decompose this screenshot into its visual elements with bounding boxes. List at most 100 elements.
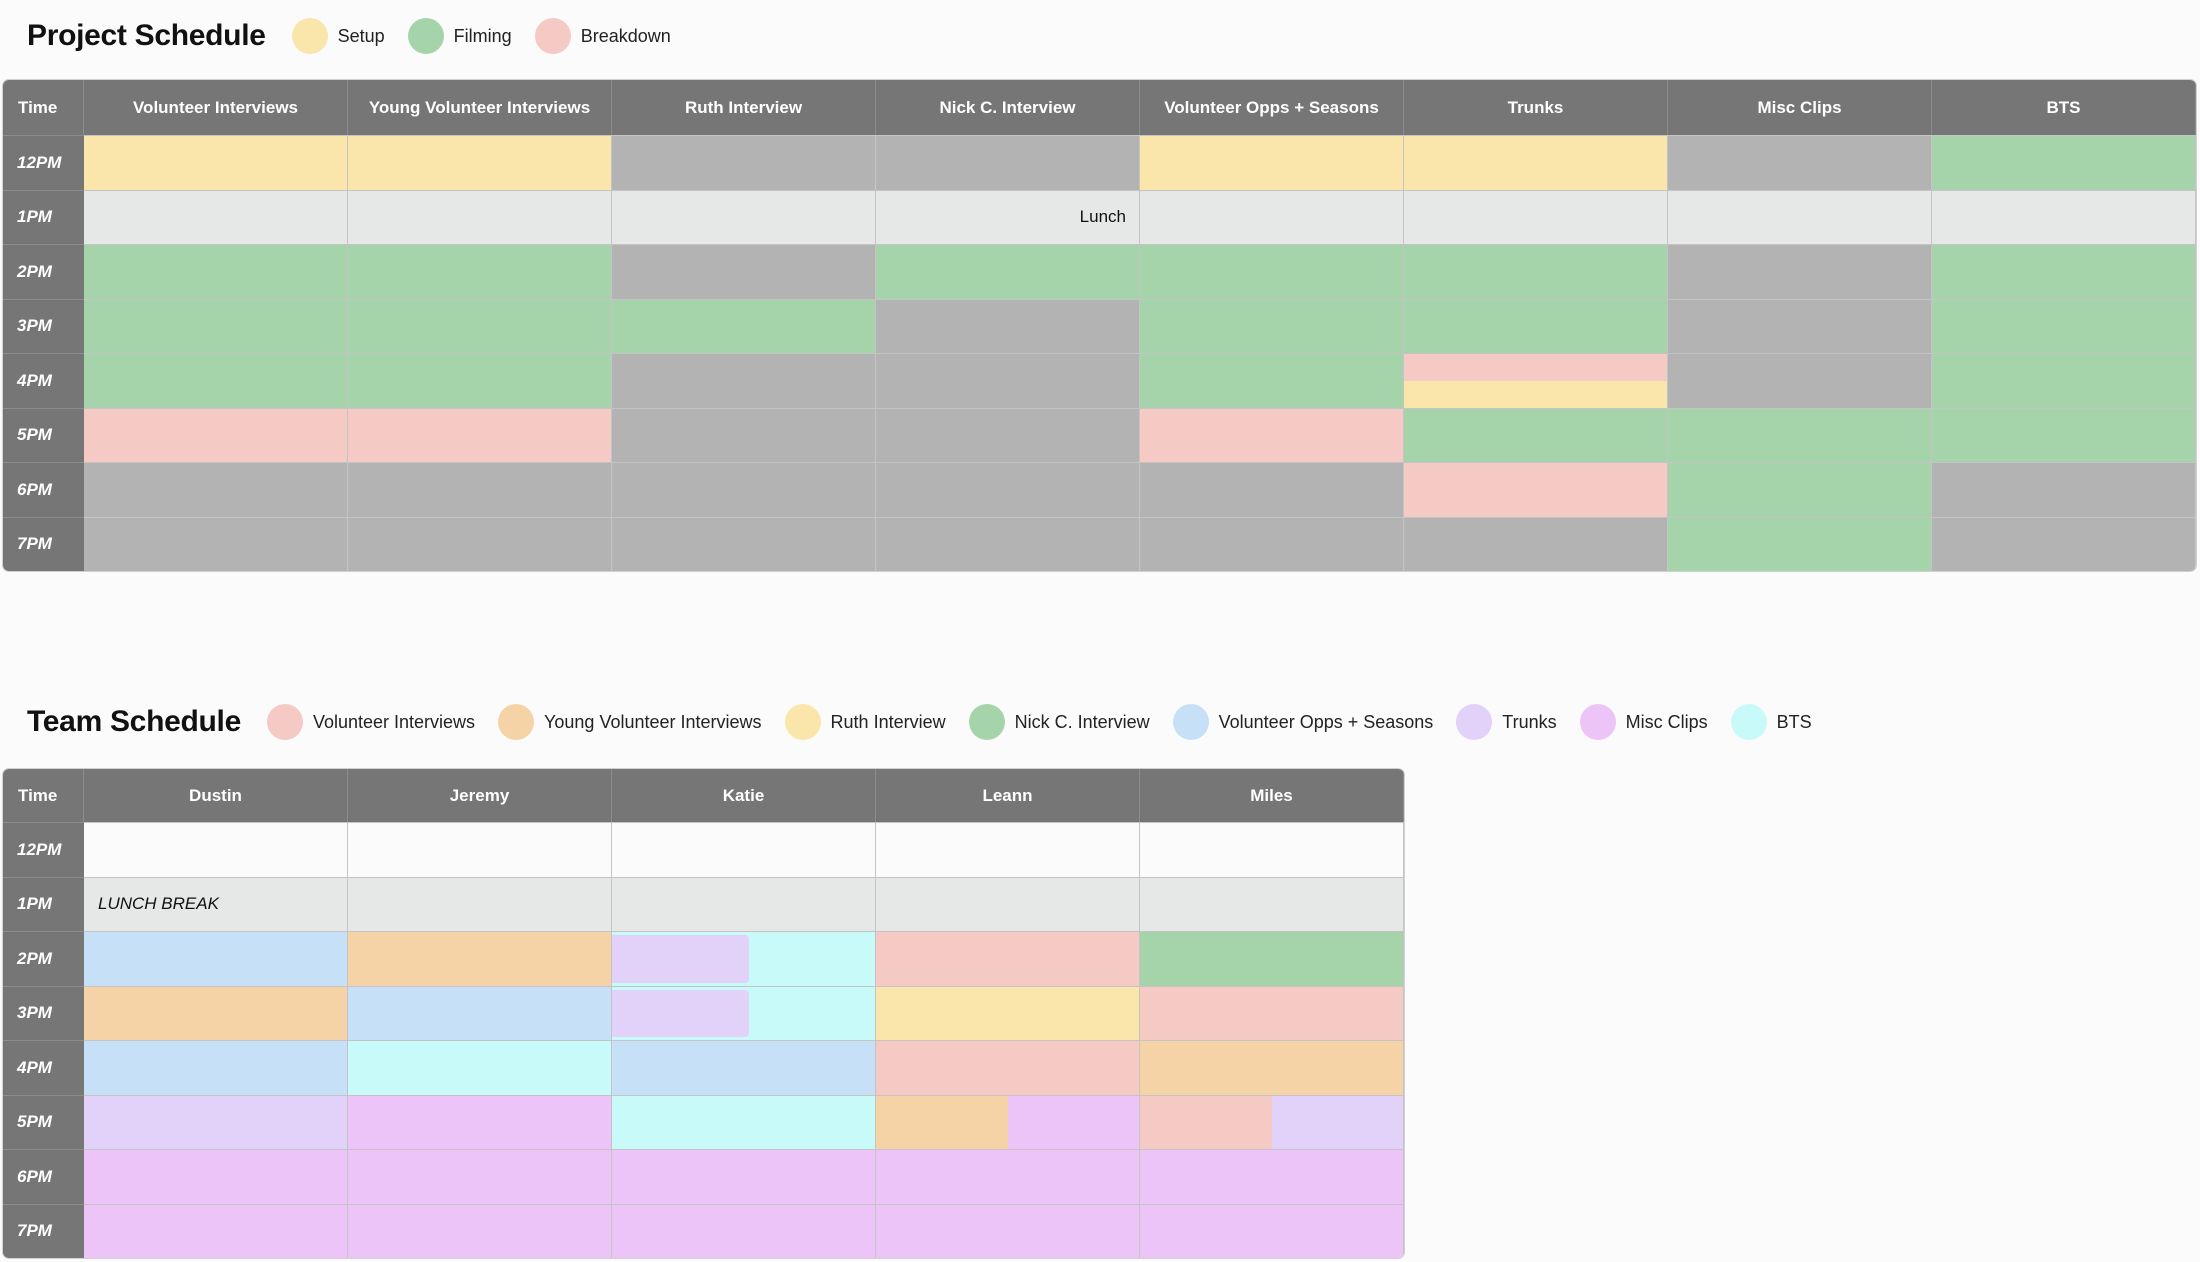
schedule-block-misc-clips[interactable]: [876, 1204, 1139, 1258]
schedule-cell[interactable]: [1140, 516, 1404, 571]
schedule-cell[interactable]: [1140, 931, 1404, 986]
schedule-block-volunteer-interviews[interactable]: [1140, 986, 1403, 1040]
schedule-block-misc-clips[interactable]: [348, 1095, 611, 1149]
schedule-cell[interactable]: [876, 1203, 1140, 1258]
schedule-cell[interactable]: [348, 407, 612, 462]
schedule-block-lunch[interactable]: [612, 190, 875, 244]
schedule-cell[interactable]: [612, 353, 876, 408]
schedule-block-idle[interactable]: [1404, 517, 1667, 571]
schedule-block-volunteer-opps[interactable]: [612, 1041, 875, 1095]
schedule-cell[interactable]: [1140, 189, 1404, 244]
schedule-cell[interactable]: [1140, 407, 1404, 462]
schedule-cell[interactable]: [84, 1149, 348, 1204]
schedule-cell[interactable]: [348, 985, 612, 1040]
schedule-block-misc-clips[interactable]: [84, 1204, 347, 1258]
schedule-block-breakdown[interactable]: [348, 408, 611, 462]
schedule-cell[interactable]: [612, 1094, 876, 1149]
schedule-cell[interactable]: [1404, 298, 1668, 353]
schedule-cell[interactable]: [876, 462, 1140, 517]
schedule-block-volunteer-interviews[interactable]: [876, 1041, 1139, 1095]
schedule-block-idle[interactable]: [1140, 463, 1403, 517]
schedule-cell[interactable]: [876, 298, 1140, 353]
schedule-cell[interactable]: [1932, 135, 2196, 190]
schedule-block-bts[interactable]: [348, 1041, 611, 1095]
schedule-block-idle[interactable]: [612, 463, 875, 517]
schedule-block-misc-clips[interactable]: [1140, 1204, 1403, 1258]
schedule-cell[interactable]: [876, 931, 1140, 986]
schedule-block-volunteer-opps[interactable]: [84, 1041, 347, 1095]
schedule-block-breakdown[interactable]: [1404, 463, 1667, 517]
schedule-cell[interactable]: [1404, 189, 1668, 244]
schedule-cell[interactable]: [612, 931, 876, 986]
schedule-cell[interactable]: [84, 462, 348, 517]
schedule-cell[interactable]: [348, 189, 612, 244]
schedule-cell[interactable]: [1668, 407, 1932, 462]
schedule-block-idle[interactable]: [876, 517, 1139, 571]
schedule-cell[interactable]: [876, 1040, 1140, 1095]
schedule-block-lunch[interactable]: [612, 877, 875, 931]
schedule-block-trunks[interactable]: [612, 989, 749, 1037]
schedule-block-trunks[interactable]: [612, 935, 749, 983]
schedule-block-lunch[interactable]: [1932, 190, 2195, 244]
schedule-cell[interactable]: [612, 298, 876, 353]
schedule-block-young-volunteer-interviews[interactable]: [1140, 1041, 1403, 1095]
schedule-cell[interactable]: [1140, 1094, 1404, 1149]
schedule-cell[interactable]: [876, 1094, 1140, 1149]
schedule-cell[interactable]: [1140, 298, 1404, 353]
schedule-cell[interactable]: [612, 407, 876, 462]
schedule-cell[interactable]: [84, 1203, 348, 1258]
schedule-block-filming[interactable]: [876, 245, 1139, 299]
schedule-block-idle[interactable]: [876, 354, 1139, 408]
schedule-cell[interactable]: [612, 822, 876, 877]
schedule-block-misc-clips[interactable]: [348, 1150, 611, 1204]
schedule-cell[interactable]: [348, 298, 612, 353]
schedule-cell[interactable]: [1140, 462, 1404, 517]
schedule-cell[interactable]: [1932, 298, 2196, 353]
schedule-cell[interactable]: [348, 462, 612, 517]
schedule-block-setup[interactable]: [1404, 136, 1667, 190]
schedule-cell[interactable]: [612, 1149, 876, 1204]
schedule-block-lunch[interactable]: [348, 877, 611, 931]
schedule-block-idle[interactable]: [1932, 517, 2195, 571]
schedule-block-idle[interactable]: [1668, 245, 1931, 299]
schedule-block-young-volunteer-interviews[interactable]: [348, 932, 611, 986]
schedule-block-setup[interactable]: [84, 136, 347, 190]
schedule-block-empty[interactable]: [348, 823, 611, 877]
schedule-cell[interactable]: Lunch: [876, 189, 1140, 244]
schedule-block-misc-clips[interactable]: [1140, 1150, 1403, 1204]
schedule-cell[interactable]: [84, 353, 348, 408]
schedule-cell[interactable]: [612, 189, 876, 244]
schedule-block-volunteer-interviews[interactable]: [876, 932, 1139, 986]
schedule-block-idle[interactable]: [876, 299, 1139, 353]
schedule-cell[interactable]: [1668, 135, 1932, 190]
schedule-block-idle[interactable]: [612, 245, 875, 299]
schedule-block-lunch[interactable]: [1668, 190, 1931, 244]
schedule-block-filming[interactable]: [1668, 517, 1931, 571]
schedule-block-breakdown[interactable]: [1140, 408, 1403, 462]
schedule-block-young-volunteer-interviews[interactable]: [84, 986, 347, 1040]
schedule-block-idle[interactable]: [1140, 517, 1403, 571]
schedule-block-filming[interactable]: [1140, 299, 1403, 353]
schedule-block-idle[interactable]: [1668, 299, 1931, 353]
schedule-cell[interactable]: [612, 1203, 876, 1258]
schedule-cell[interactable]: [348, 822, 612, 877]
schedule-block-bts[interactable]: [749, 986, 875, 1040]
schedule-cell[interactable]: [612, 876, 876, 931]
schedule-cell[interactable]: [84, 298, 348, 353]
schedule-block-idle[interactable]: [876, 408, 1139, 462]
schedule-cell[interactable]: [612, 244, 876, 299]
schedule-block-idle[interactable]: [84, 517, 347, 571]
schedule-block-filming[interactable]: [1932, 299, 2195, 353]
schedule-cell[interactable]: [1140, 244, 1404, 299]
schedule-block-idle[interactable]: [1932, 463, 2195, 517]
schedule-cell[interactable]: [1932, 244, 2196, 299]
schedule-cell[interactable]: [1404, 407, 1668, 462]
schedule-block-filming[interactable]: [84, 354, 347, 408]
schedule-block-filming[interactable]: [84, 245, 347, 299]
schedule-cell[interactable]: [348, 244, 612, 299]
schedule-block-filming[interactable]: [1932, 408, 2195, 462]
schedule-block-bts[interactable]: [749, 932, 875, 986]
schedule-cell[interactable]: [348, 1094, 612, 1149]
schedule-cell[interactable]: [84, 189, 348, 244]
schedule-block-idle[interactable]: [84, 463, 347, 517]
